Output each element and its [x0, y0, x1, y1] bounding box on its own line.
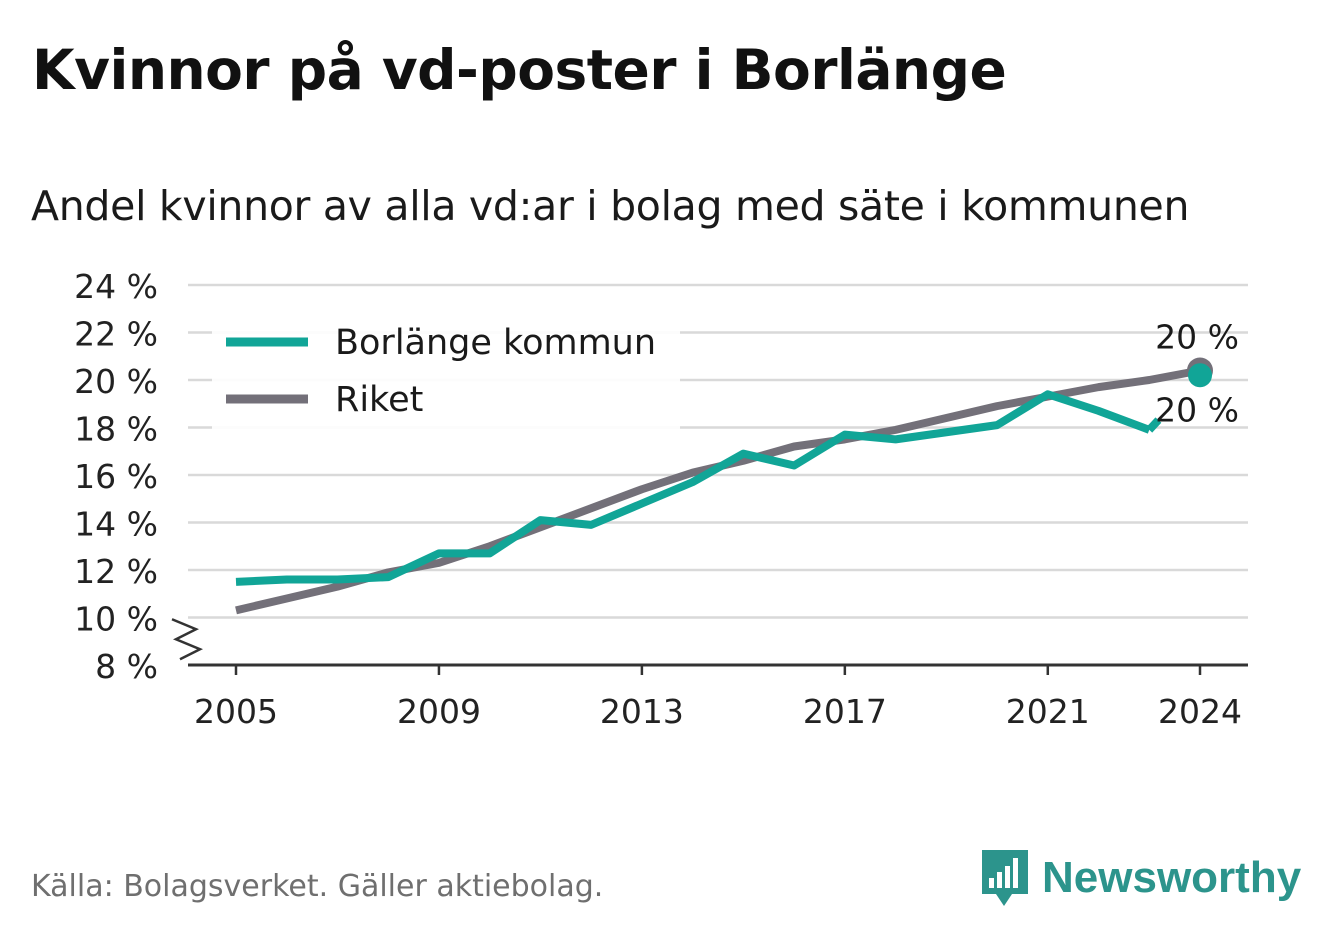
axis-break-icon: [171, 618, 204, 661]
x-tick-label: 2009: [397, 692, 481, 731]
y-tick-label: 14 %: [74, 505, 158, 544]
x-tick-label: 2017: [803, 692, 887, 731]
y-tick-label: 8 %: [95, 647, 158, 686]
x-tick-label: 2024: [1158, 692, 1242, 731]
y-tick-label: 12 %: [74, 552, 158, 591]
x-tick-label: 2005: [194, 692, 278, 731]
series-line: [235, 390, 1151, 586]
brand-name: Newsworthy: [1042, 853, 1302, 902]
x-axis: 2005 2009 2013 2017 2021 2024: [188, 663, 1248, 731]
source-note: Källa: Bolagsverket. Gäller aktiebolag.: [31, 869, 604, 904]
y-tick-label: 16 %: [74, 457, 158, 496]
grid-lines: [188, 283, 1248, 619]
y-tick-label: 22 %: [74, 315, 158, 354]
chart-title: Kvinnor på vd-poster i Borlänge: [32, 38, 1007, 102]
y-tick-label: 20 %: [74, 362, 158, 401]
y-axis: 24 % 22 % 20 % 18 % 16 % 14 % 12 % 10 % 8 %: [74, 267, 204, 686]
series-segment: [1146, 417, 1162, 433]
end-labels: 20 % 20 %: [1155, 318, 1239, 430]
x-tick-label: 2021: [1006, 692, 1090, 731]
legend-box: [212, 316, 680, 430]
legend-label: Riket: [335, 380, 423, 420]
brand: Newsworthy: [980, 848, 1301, 908]
y-tick-label: 24 %: [74, 267, 158, 306]
y-tick-label: 10 %: [74, 600, 158, 639]
chart-subtitle: Andel kvinnor av alla vd:ar i bolag med …: [31, 182, 1190, 230]
end-point: [1188, 363, 1212, 388]
end-value-label: 20 %: [1155, 318, 1239, 357]
x-tick-label: 2013: [600, 692, 684, 731]
newsworthy-logo-icon: [982, 850, 1028, 906]
y-tick-label: 18 %: [74, 410, 158, 449]
legend-label: Borlänge kommun: [335, 323, 656, 363]
series-lines: [235, 357, 1213, 615]
legend: Borlänge kommun Riket: [212, 316, 680, 430]
end-value-label: 20 %: [1155, 390, 1239, 429]
